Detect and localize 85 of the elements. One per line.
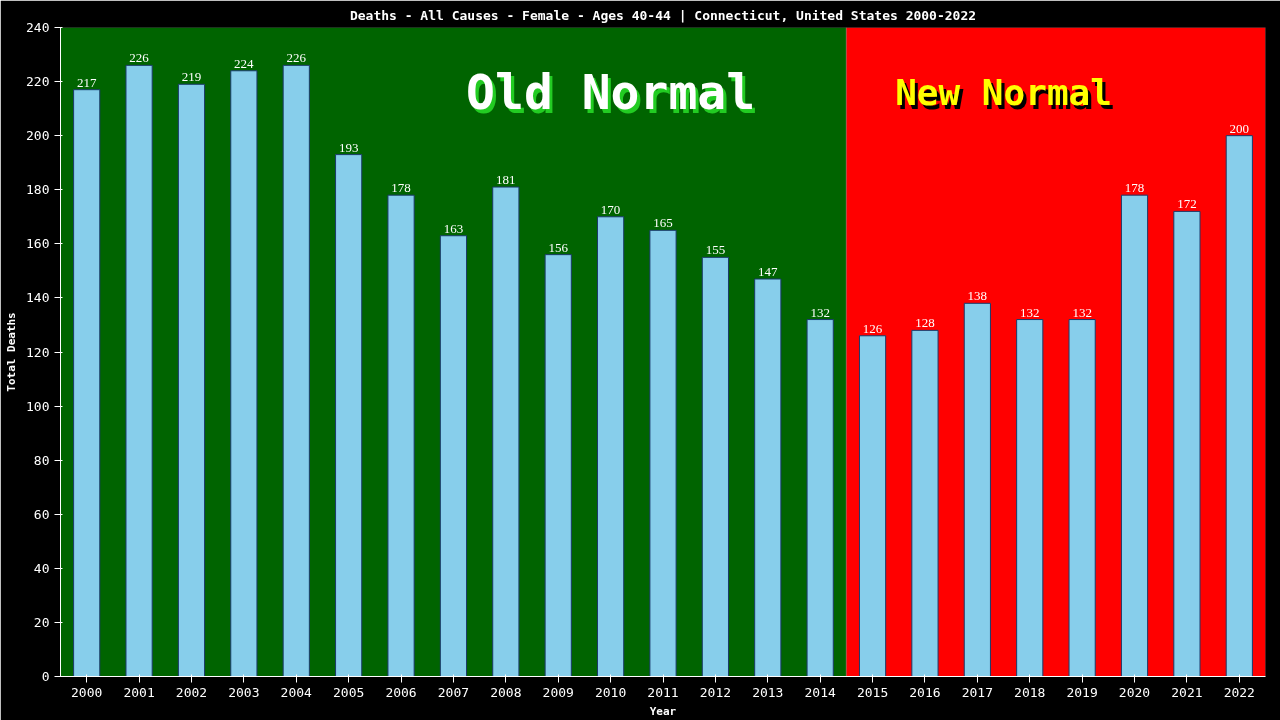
y-tick-label: 40 [33, 560, 50, 576]
data-label: 226 [286, 50, 307, 66]
x-tick-label: 2001 [123, 684, 155, 700]
x-tick-label: 2000 [71, 684, 103, 700]
data-label: 170 [600, 201, 621, 217]
bar [125, 64, 153, 677]
data-label: 178 [1124, 180, 1145, 196]
data-label: 147 [758, 263, 779, 279]
data-label: 178 [391, 180, 411, 196]
y-tick-label: 140 [26, 290, 50, 306]
y-tick-label: 180 [26, 182, 50, 198]
bar [439, 235, 468, 677]
y-tick-label: 100 [26, 398, 50, 414]
y-tick-label: 0 [41, 669, 50, 684]
bar [649, 229, 677, 677]
data-label: 165 [653, 215, 673, 231]
bar [701, 256, 729, 677]
data-label: 132 [810, 304, 830, 320]
data-label: 155 [705, 242, 726, 258]
data-label: 132 [1019, 304, 1040, 320]
data-label: 138 [967, 288, 988, 304]
bar [544, 254, 572, 677]
x-tick-label: 2009 [542, 684, 574, 700]
x-tick-label: 2012 [699, 684, 732, 700]
bar [387, 194, 415, 677]
bar [597, 216, 625, 677]
x-tick-label: 2013 [752, 684, 784, 700]
x-tick-label: 2011 [647, 684, 679, 700]
bar [911, 329, 939, 677]
x-tick-label: 2016 [909, 684, 941, 700]
x-tick-label: 2008 [490, 684, 522, 700]
x-tick-label: 2015 [856, 684, 889, 700]
data-label: 172 [1177, 196, 1197, 212]
data-label: 226 [129, 50, 150, 66]
x-tick-label: 2004 [280, 684, 313, 700]
x-tick-label: 2020 [1118, 684, 1151, 700]
data-label: 181 [496, 172, 516, 188]
chart-title: Deaths - All Causes - Female - Ages 40-44 | Connecticut, United States 2000-2022 [349, 7, 977, 23]
y-axis-title: Total Deaths [5, 312, 19, 392]
data-label: 163 [443, 220, 464, 236]
y-tick-label: 80 [33, 452, 50, 468]
x-tick-label: 2006 [385, 684, 417, 700]
y-tick-label: 200 [26, 128, 50, 144]
bar [1173, 210, 1201, 677]
bar [1225, 135, 1253, 677]
bar [806, 319, 834, 677]
data-label: 128 [915, 315, 935, 331]
x-tick-label: 2021 [1171, 684, 1203, 700]
y-tick-label: 120 [26, 344, 50, 360]
data-label: 200 [1229, 120, 1250, 136]
bar [282, 64, 310, 677]
bar [963, 302, 991, 677]
bar [1068, 319, 1096, 677]
y-tick-label: 240 [26, 20, 50, 35]
bar [177, 83, 206, 677]
x-tick-label: 2007 [437, 684, 470, 700]
data-label: 219 [181, 69, 202, 85]
bar [754, 278, 782, 677]
data-label: 224 [234, 55, 255, 71]
x-axis-title: Year [649, 704, 677, 718]
x-tick-label: 2014 [804, 684, 836, 700]
bar [1016, 319, 1044, 677]
x-tick-label: 2019 [1066, 684, 1098, 700]
data-label: 132 [1072, 304, 1092, 320]
bar [230, 70, 258, 677]
bar [492, 186, 520, 677]
data-label: 217 [76, 74, 97, 90]
x-tick-label: 2022 [1223, 684, 1255, 700]
data-label: 193 [338, 139, 359, 155]
data-label: 156 [548, 239, 569, 255]
bar [335, 154, 363, 677]
bar [1120, 194, 1149, 677]
x-tick-label: 2002 [175, 684, 208, 700]
y-tick-label: 20 [33, 614, 50, 630]
bar [858, 335, 887, 677]
x-tick-label: 2017 [961, 684, 994, 700]
y-tick-label: 60 [33, 506, 50, 522]
y-tick-label: 160 [26, 236, 50, 252]
data-label: 126 [862, 320, 883, 336]
y-tick-label: 220 [26, 74, 50, 90]
x-tick-label: 2003 [228, 684, 260, 700]
x-tick-label: 2005 [333, 684, 365, 700]
bar [73, 89, 101, 677]
x-tick-label: 2010 [594, 684, 627, 700]
x-tick-label: 2018 [1014, 684, 1046, 700]
